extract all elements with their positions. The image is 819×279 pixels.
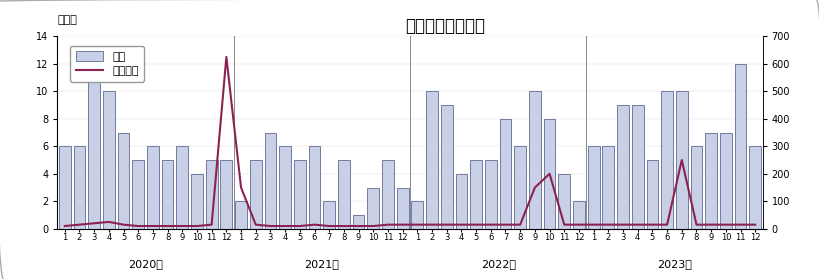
Text: （件）: （件）	[57, 15, 77, 25]
Bar	[441, 105, 452, 229]
Bar	[220, 160, 232, 229]
Bar	[161, 160, 174, 229]
Legend: 件数, 負債総額: 件数, 負債総額	[70, 46, 144, 82]
Bar	[191, 174, 202, 229]
Bar	[308, 146, 320, 229]
Bar	[469, 160, 482, 229]
Bar	[250, 160, 261, 229]
Bar	[88, 64, 100, 229]
Bar	[455, 174, 467, 229]
Bar	[631, 105, 643, 229]
Bar	[132, 160, 144, 229]
Bar	[704, 133, 716, 229]
Bar	[719, 133, 731, 229]
Bar	[690, 146, 702, 229]
Bar	[543, 119, 554, 229]
Bar	[484, 160, 496, 229]
Bar	[602, 146, 613, 229]
Text: 2020年: 2020年	[128, 259, 163, 269]
Bar	[426, 91, 437, 229]
Bar	[749, 146, 760, 229]
Bar	[617, 105, 628, 229]
Bar	[352, 215, 364, 229]
Bar	[396, 187, 408, 229]
Bar	[103, 91, 115, 229]
Bar	[59, 146, 70, 229]
Bar	[528, 91, 540, 229]
Bar	[323, 201, 335, 229]
Bar	[265, 133, 276, 229]
Bar	[235, 201, 247, 229]
Title: 企業倒産月次推移: 企業倒産月次推移	[405, 17, 485, 35]
Bar	[337, 160, 350, 229]
Bar	[206, 160, 217, 229]
Bar	[176, 146, 188, 229]
Bar	[367, 187, 378, 229]
Bar	[279, 146, 291, 229]
Bar	[147, 146, 159, 229]
Bar	[558, 174, 569, 229]
Bar	[587, 146, 599, 229]
Bar	[499, 119, 511, 229]
Bar	[572, 201, 584, 229]
Bar	[411, 201, 423, 229]
Bar	[660, 91, 672, 229]
Bar	[734, 64, 745, 229]
Text: 2023年: 2023年	[656, 259, 691, 269]
Bar	[382, 160, 393, 229]
Bar	[74, 146, 85, 229]
Text: 2021年: 2021年	[304, 259, 339, 269]
Text: 2022年: 2022年	[480, 259, 515, 269]
Bar	[117, 133, 129, 229]
Bar	[675, 91, 687, 229]
Bar	[514, 146, 526, 229]
Bar	[293, 160, 305, 229]
Bar	[645, 160, 658, 229]
